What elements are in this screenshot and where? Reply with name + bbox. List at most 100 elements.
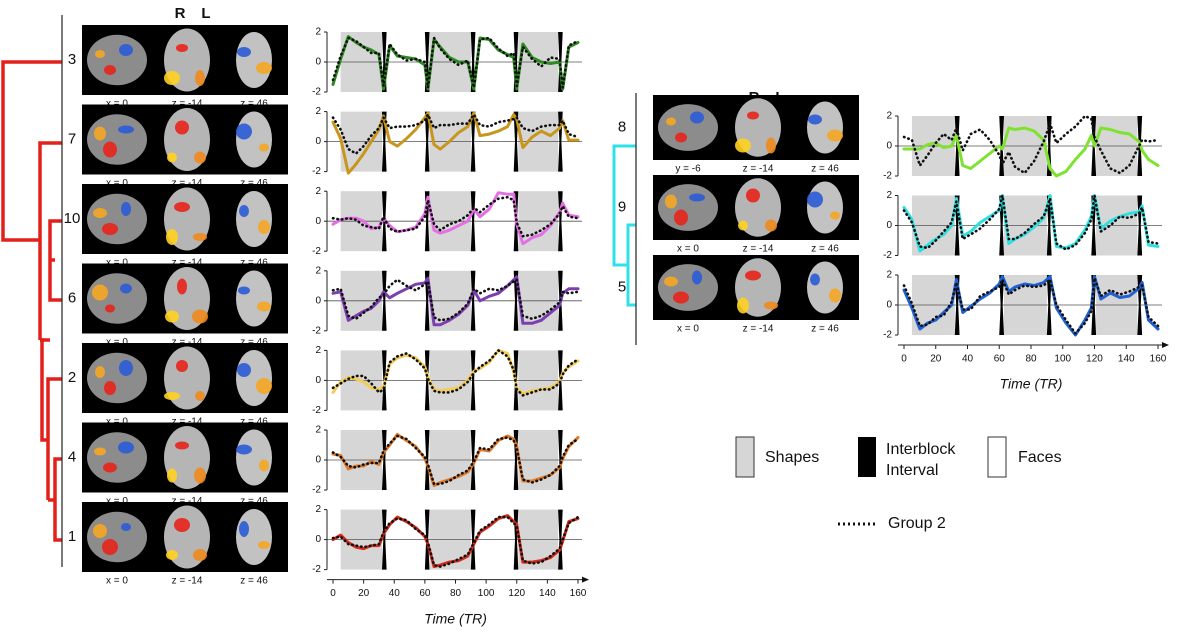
dotted-line (331, 349, 580, 397)
x-tick-label: 20 (358, 588, 370, 599)
activation-blob (175, 120, 189, 135)
y-tick-label: 2 (315, 265, 321, 276)
interblock-interval (382, 270, 387, 331)
dotted-line (331, 113, 580, 155)
slice-coordinate: x = 0 (106, 417, 128, 428)
interblock-interval (424, 350, 430, 411)
y-tick-label: -2 (312, 485, 321, 496)
activation-blob (236, 444, 252, 455)
activation-blob (95, 366, 105, 378)
brain-sagittal (658, 264, 718, 311)
dotted-line (902, 114, 1160, 175)
y-tick-label: 0 (315, 216, 321, 227)
slice-coordinate: x = 0 (677, 324, 699, 335)
activation-blob (237, 47, 251, 57)
cluster-label: 9 (618, 198, 626, 215)
y-tick-label: 2 (315, 186, 321, 197)
activation-blob (118, 441, 134, 454)
x-tick-label: 100 (1054, 354, 1071, 365)
y-tick-label: -2 (312, 564, 321, 575)
y-tick-label: -2 (883, 171, 892, 182)
activation-blob (104, 65, 116, 75)
dotted-line (331, 278, 580, 322)
activation-blob (238, 286, 250, 295)
dotted-line (902, 194, 1160, 251)
legend-label: Shapes (765, 449, 819, 466)
activation-blob (120, 283, 132, 294)
activation-blob (195, 391, 205, 401)
x-tick-label: 40 (962, 354, 974, 365)
x-tick-label: 0 (330, 588, 336, 599)
activation-blob (193, 549, 207, 561)
slice-coordinate: z = -14 (172, 99, 203, 110)
slice-coordinate: z = 46 (240, 99, 268, 110)
slice-coordinate: z = -14 (172, 337, 203, 348)
slice-coordinate: z = 46 (240, 178, 268, 189)
activation-blob (766, 137, 776, 154)
activation-blob (164, 71, 180, 85)
y-tick-label: 2 (315, 27, 321, 38)
activation-blob (105, 304, 115, 313)
slice-coordinate: z = 46 (240, 496, 268, 507)
legend-label: Faces (1018, 449, 1062, 466)
legend-interblock-swatch (858, 437, 876, 477)
y-tick-label: -2 (312, 405, 321, 416)
x-tick-label: 20 (930, 354, 942, 365)
activation-blob (259, 459, 269, 472)
time-series-chart: -2 0 2 (883, 190, 1162, 261)
x-tick-label: 100 (478, 588, 495, 599)
y-tick-label: 0 (315, 295, 321, 306)
brain-axial (236, 270, 272, 327)
interblock-interval (382, 430, 387, 490)
cluster-label: 1 (68, 528, 76, 545)
activation-blob (121, 523, 131, 531)
activation-blob (94, 447, 106, 456)
slice-coordinate: x = 0 (677, 244, 699, 255)
brain-axial (236, 111, 272, 168)
activation-blob (102, 223, 118, 235)
activation-blob (765, 219, 777, 232)
brain-axial (807, 261, 843, 314)
time-series-chart: -2 0 2 (883, 111, 1162, 182)
time-series-chart: -2 0 2 (312, 345, 582, 416)
activation-blob (747, 111, 759, 120)
x-tick-label: 160 (570, 588, 587, 599)
activation-blob (746, 188, 760, 203)
slice-coordinate: z = 46 (240, 576, 268, 587)
x-tick-label: 40 (389, 588, 401, 599)
legend-label: Group 2 (888, 515, 946, 532)
activation-blob (664, 276, 678, 287)
y-tick-label: 2 (886, 190, 892, 201)
activation-blob (103, 141, 117, 158)
activation-blob (167, 468, 177, 483)
dotted-line (331, 195, 580, 238)
slice-coordinate: z = -14 (172, 258, 203, 269)
activation-blob (103, 462, 117, 473)
x-tick-label: 80 (1025, 354, 1037, 365)
activation-blob (673, 291, 689, 304)
x-tick-label: 120 (1086, 354, 1103, 365)
activation-blob (237, 363, 251, 377)
activation-blob (95, 50, 105, 58)
time-series-chart: -2 0 2 (312, 265, 582, 336)
activation-blob (93, 524, 107, 538)
activation-blob (807, 191, 823, 208)
y-tick-label: 2 (886, 111, 892, 122)
brain-sagittal (87, 352, 147, 404)
slice-coordinate: x = 0 (106, 496, 128, 507)
activation-blob (256, 62, 272, 74)
legend-shapes-swatch (735, 436, 755, 478)
activation-blob (195, 70, 205, 86)
y-tick-label: -2 (312, 166, 321, 177)
brain-sagittal (87, 114, 147, 165)
y-tick-label: 2 (315, 106, 321, 117)
slice-coordinate: z = -14 (172, 576, 203, 587)
slice-coordinate: z = 46 (240, 417, 268, 428)
header-r: R (175, 5, 186, 22)
y-tick-label: -2 (312, 246, 321, 257)
activation-blob (675, 132, 687, 143)
x-tick-label: 140 (1118, 354, 1135, 365)
brain-axial (807, 181, 843, 234)
